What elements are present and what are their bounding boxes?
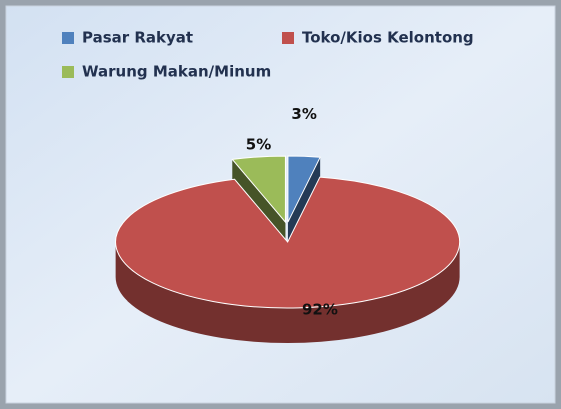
legend-swatch: [62, 66, 74, 78]
legend-label: Toko/Kios Kelontong: [302, 29, 474, 47]
legend-label: Warung Makan/Minum: [82, 63, 271, 81]
slice: [231, 155, 286, 224]
data-label: 5%: [246, 135, 271, 153]
slice-side: [115, 241, 460, 343]
data-label: 92%: [302, 300, 338, 318]
legend-swatch: [62, 32, 74, 44]
legend-swatch: [282, 32, 294, 44]
slice: [115, 176, 461, 309]
legend-label: Pasar Rakyat: [82, 29, 193, 47]
data-label: 3%: [291, 105, 316, 123]
slice: [287, 155, 321, 223]
